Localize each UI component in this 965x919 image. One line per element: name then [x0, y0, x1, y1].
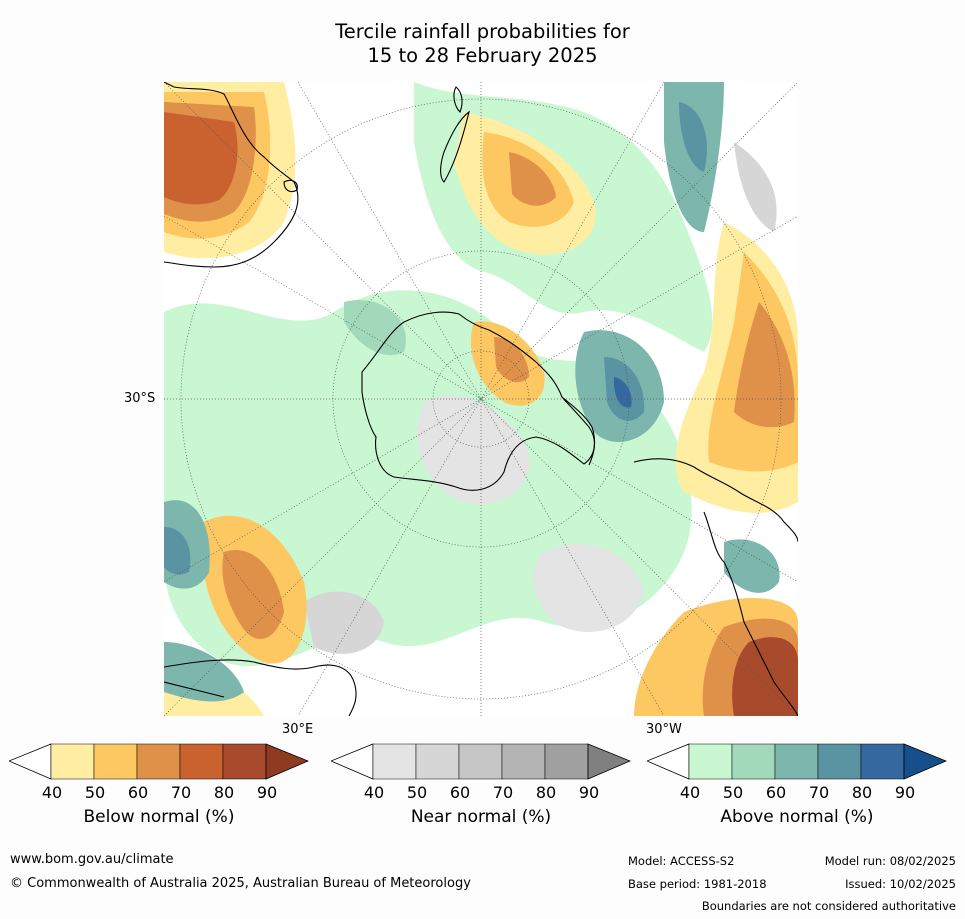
above-normal-region-pacific-70 — [679, 102, 707, 172]
swatch-2 — [93, 743, 138, 780]
title-line-1: Tercile rainfall probabilities for — [335, 20, 630, 43]
map-canvas[interactable] — [164, 82, 798, 716]
tick-60: 60 — [765, 783, 787, 802]
rainfall-probability-field — [164, 82, 798, 716]
swatch-6 — [903, 743, 947, 780]
near-normal-region-4 — [734, 142, 777, 232]
swatch-4 — [501, 743, 546, 780]
lat-label-30s: 30°S — [124, 391, 156, 406]
swatch-3 — [458, 743, 503, 780]
colorbar-above-normal-swatches — [647, 743, 947, 780]
below-normal-region-antarctic-60 — [494, 337, 529, 383]
tick-80: 80 — [535, 783, 557, 802]
colorbar-below-normal-swatches — [9, 743, 309, 780]
antarctic-peninsula — [561, 396, 596, 466]
tick-90: 90 — [256, 783, 278, 802]
colorbar-label: Near normal (%) — [410, 807, 552, 827]
polar-map[interactable] — [164, 82, 798, 716]
tick-40: 40 — [679, 783, 701, 802]
tick-70: 70 — [170, 783, 192, 802]
colorbar-near-normal: 40 50 60 70 80 90 Near normal (%) — [331, 743, 631, 838]
model-run-text: Model run: 08/02/2025 — [824, 854, 956, 868]
swatch-4 — [179, 743, 224, 780]
swatch-3 — [136, 743, 181, 780]
swatch-0 — [9, 743, 52, 780]
swatch-2 — [415, 743, 460, 780]
above-normal-region-drake-80 — [613, 377, 632, 408]
tick-50: 50 — [406, 783, 428, 802]
tasmania-coastline — [283, 179, 298, 193]
tick-50: 50 — [84, 783, 106, 802]
south-africa-coastline — [164, 659, 357, 716]
near-normal-region-3 — [304, 591, 384, 654]
tick-50: 50 — [722, 783, 744, 802]
swatch-5 — [544, 743, 589, 780]
lon-label-30w: 30°W — [646, 722, 682, 737]
base-period-text: Base period: 1981-2018 — [628, 877, 767, 891]
swatch-1 — [688, 743, 733, 780]
above-normal-region-brazil — [724, 539, 780, 593]
swatch-5 — [222, 743, 267, 780]
nz-south-island — [440, 110, 470, 183]
colorbar-label: Above normal (%) — [720, 807, 874, 827]
map-title: Tercile rainfall probabilities for 15 to… — [0, 20, 965, 68]
swatch-2 — [731, 743, 776, 780]
tick-90: 90 — [578, 783, 600, 802]
colorbar-below-normal: 40 50 60 70 80 90 Below normal (%) — [9, 743, 309, 838]
australia-coastline — [164, 82, 299, 268]
above-normal-region-ross — [344, 300, 406, 356]
nz-north-island — [453, 86, 463, 113]
copyright-text: © Commonwealth of Australia 2025, Austra… — [10, 876, 471, 891]
below-normal-region-nz-60 — [509, 152, 556, 206]
tick-60: 60 — [449, 783, 471, 802]
colorbar-label: Below normal (%) — [83, 807, 235, 827]
swatch-4 — [817, 743, 862, 780]
lon-label-30e: 30°E — [282, 722, 314, 737]
swatch-6 — [587, 743, 631, 780]
swatch-1 — [50, 743, 95, 780]
tick-70: 70 — [808, 783, 830, 802]
tick-80: 80 — [213, 783, 235, 802]
tick-40: 40 — [363, 783, 385, 802]
below-normal-region-se-80 — [732, 637, 798, 716]
near-normal-region-2 — [533, 544, 644, 632]
colorbar-above-normal: 40 50 60 70 80 90 Above normal (%) — [647, 743, 947, 838]
tick-60: 60 — [127, 783, 149, 802]
model-text: Model: ACCESS-S2 — [628, 854, 735, 868]
issued-text: Issued: 10/02/2025 — [845, 877, 956, 891]
above-normal-region-west-70 — [164, 527, 191, 575]
swatch-0 — [331, 743, 374, 780]
tick-40: 40 — [41, 783, 63, 802]
tick-70: 70 — [492, 783, 514, 802]
graticule — [164, 82, 798, 716]
tick-80: 80 — [851, 783, 873, 802]
swatch-1 — [372, 743, 417, 780]
swatch-3 — [774, 743, 819, 780]
website-link[interactable]: www.bom.gov.au/climate — [10, 852, 174, 867]
swatch-6 — [265, 743, 309, 780]
title-line-2: 15 to 28 February 2025 — [367, 44, 598, 67]
coastlines — [164, 82, 798, 716]
swatch-0 — [647, 743, 690, 780]
colorbar-near-normal-swatches — [331, 743, 631, 780]
south-america-coastline — [633, 458, 798, 716]
swatch-5 — [860, 743, 905, 780]
tick-90: 90 — [894, 783, 916, 802]
below-normal-region-nw-70 — [164, 112, 238, 205]
disclaimer-text: Boundaries are not considered authoritat… — [701, 899, 956, 913]
below-normal-region-east-60 — [734, 302, 795, 428]
